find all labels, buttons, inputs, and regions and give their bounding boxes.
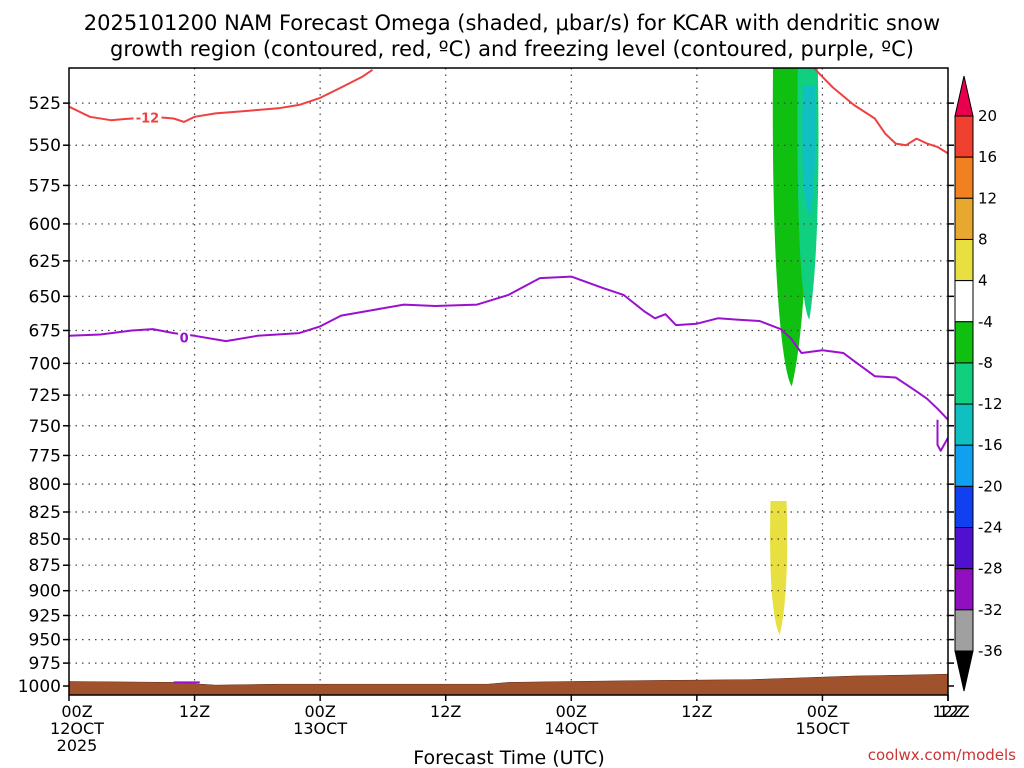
x-tick-label: 12Z (179, 702, 210, 721)
colorbar-level-label: -8 (978, 354, 993, 372)
colorbar-bottom-arrow (954, 650, 974, 692)
colorbar-level-label: -32 (978, 601, 1003, 619)
omega-cyan-region (802, 85, 816, 217)
grid-lines (69, 68, 948, 695)
x-tick-label: 12OCT (50, 719, 104, 738)
y-tick-label: 850 (29, 530, 61, 550)
y-tick-label: 600 (29, 215, 61, 235)
y-tick-label: 975 (29, 654, 61, 674)
colorbar-swatch (954, 321, 974, 364)
x-tick-label: 14OCT (544, 719, 598, 738)
y-axis-pressure: 525 550 575 600 625 650 675 700 725 750 775 800 825 8… (18, 94, 954, 697)
x-tick-label: 13OCT (293, 719, 347, 738)
colorbar-swatch (954, 527, 974, 570)
x-tick-label: 12Z (681, 702, 712, 721)
colorbar-level-label: -12 (978, 395, 1003, 413)
colorbar-level-label: 4 (978, 272, 988, 290)
colorbar-top-arrow (954, 75, 974, 117)
x-tick-label: 12Z (932, 702, 963, 721)
colorbar-swatch (954, 280, 974, 323)
chart-title-line-2: growth region (contoured, red, ºC) and f… (110, 37, 914, 61)
y-tick-label: 525 (29, 94, 61, 114)
colorbar-level-label: -20 (978, 477, 1003, 495)
colorbar-level-label: -28 (978, 560, 1003, 578)
contour-label-bg (133, 110, 162, 125)
credit-link[interactable]: coolwx.com/models (868, 746, 1016, 764)
y-tick-label: 625 (29, 252, 61, 272)
colorbar-level-label: -4 (978, 313, 993, 331)
colorbar-swatch (954, 362, 974, 405)
y-tick-label: 800 (29, 475, 61, 495)
x-tick-label: 00Z (304, 702, 335, 721)
y-tick-label: 650 (29, 287, 61, 307)
y-tick-label: 950 (29, 631, 61, 651)
colorbar-swatch (954, 485, 974, 529)
y-tick-label: 825 (29, 503, 61, 523)
contour-0 (69, 275, 948, 421)
omega-colorbar: 20 16 12 8 4 -4 -8 -12 -16 -20 -24 -28 -32 -36 (954, 75, 1003, 692)
colorbar-level-label: 16 (978, 148, 997, 166)
y-tick-label: 750 (29, 417, 61, 437)
colorbar-level-label: -16 (978, 436, 1003, 454)
contour--12-east (812, 68, 948, 155)
colorbar-level-label: 20 (978, 107, 997, 125)
x-tick-label: 00Z (807, 702, 838, 721)
y-tick-label: 550 (29, 136, 61, 156)
y-tick-label: 875 (29, 556, 61, 576)
x-tick-label: 12Z (938, 702, 969, 721)
colorbar-swatch (954, 197, 974, 240)
x-tick-label: 00Z (556, 702, 587, 721)
x-tick-label: 12Z (430, 702, 461, 721)
chart-title-line-1: 2025101200 NAM Forecast Omega (shaded, μ… (84, 11, 940, 35)
contour-0-tail (936, 419, 948, 452)
colorbar-swatch (954, 238, 974, 282)
x-tick-label: 00Z (61, 702, 92, 721)
y-tick-label: 775 (29, 446, 61, 466)
terrain-surface (69, 673, 948, 695)
colorbar-level-label: -24 (978, 519, 1003, 537)
contour--12 (69, 68, 374, 123)
y-tick-label: 700 (29, 354, 61, 374)
y-tick-label: 725 (29, 386, 61, 406)
y-tick-label: 925 (29, 606, 61, 626)
contour-label-bg (178, 330, 191, 345)
contour-label--12: -12 (136, 112, 160, 127)
x-tick-label: 2025 (57, 736, 98, 755)
colorbar-swatch (954, 156, 974, 199)
colorbar-swatch (954, 568, 974, 611)
colorbar-level-label: 8 (978, 230, 988, 248)
colorbar-swatch (954, 444, 974, 487)
x-tick-label: 15OCT (795, 719, 849, 738)
y-tick-label: 675 (29, 321, 61, 341)
x-axis-label: Forecast Time (UTC) (413, 747, 604, 768)
colorbar-swatch (954, 115, 974, 158)
omega-yellow-region (770, 500, 788, 635)
plot-frame (68, 67, 949, 696)
plot-area: -12 0 (68, 67, 949, 696)
colorbar-swatch (954, 609, 974, 652)
colorbar-level-label: 12 (978, 189, 997, 207)
colorbar-swatch (954, 403, 974, 446)
colorbar-level-label: -36 (978, 642, 1003, 660)
y-tick-label: 1000 (18, 677, 61, 697)
y-tick-label: 900 (29, 582, 61, 602)
y-tick-label: 575 (29, 176, 61, 196)
contour-label-0: 0 (180, 331, 189, 346)
